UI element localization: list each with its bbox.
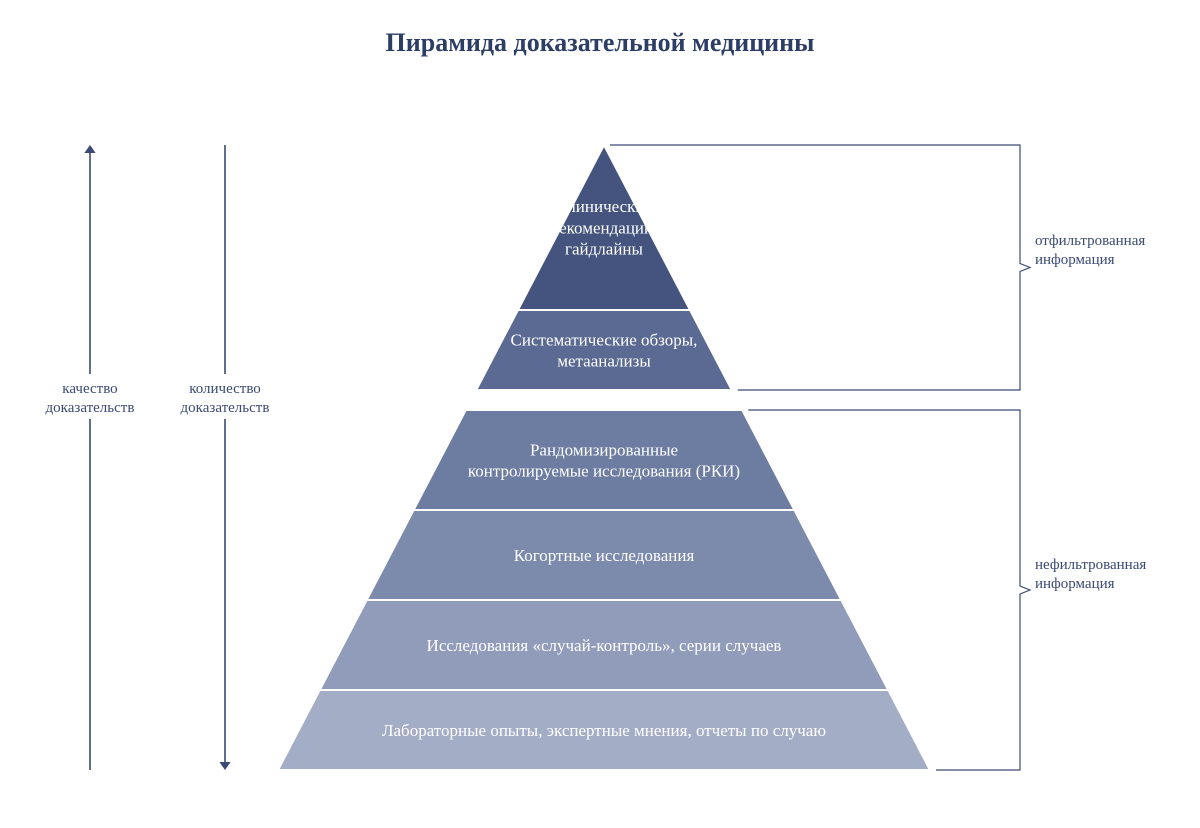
pyramid-layer-0-label-2: гайдлайны — [565, 240, 643, 259]
pyramid-layer-1 — [476, 310, 732, 390]
pyramid-layer-5-label-0: Лабораторные опыты, экспертные мнения, о… — [382, 721, 826, 740]
pyramid-layer-3-label-0: Когортные исследования — [514, 546, 695, 565]
pyramid-layer-1-label-0: Систематические обзоры, — [511, 330, 698, 349]
axis-down-arrowhead — [219, 762, 230, 770]
pyramid-layer-4-label-0: Исследования «случай-контроль», серии сл… — [427, 636, 782, 655]
pyramid-layer-2 — [414, 410, 795, 510]
pyramid-layer-1-label-1: метаанализы — [557, 352, 651, 371]
diagram-svg: Клинические рекомендации, гайдлайны Система… — [0, 0, 1200, 828]
pyramid-layer-2-label-0: Рандомизированные — [530, 440, 678, 459]
axis-up-arrowhead — [84, 145, 95, 153]
pyramid-layer-0-label-1: рекомендации, — [551, 218, 658, 237]
diagram-stage: Пирамида доказательной медицины качество… — [0, 0, 1200, 828]
pyramid-layer-2-label-1: контролируемые исследования (РКИ) — [468, 462, 740, 481]
pyramid-layer-0-label-0: Клинические — [556, 197, 652, 216]
